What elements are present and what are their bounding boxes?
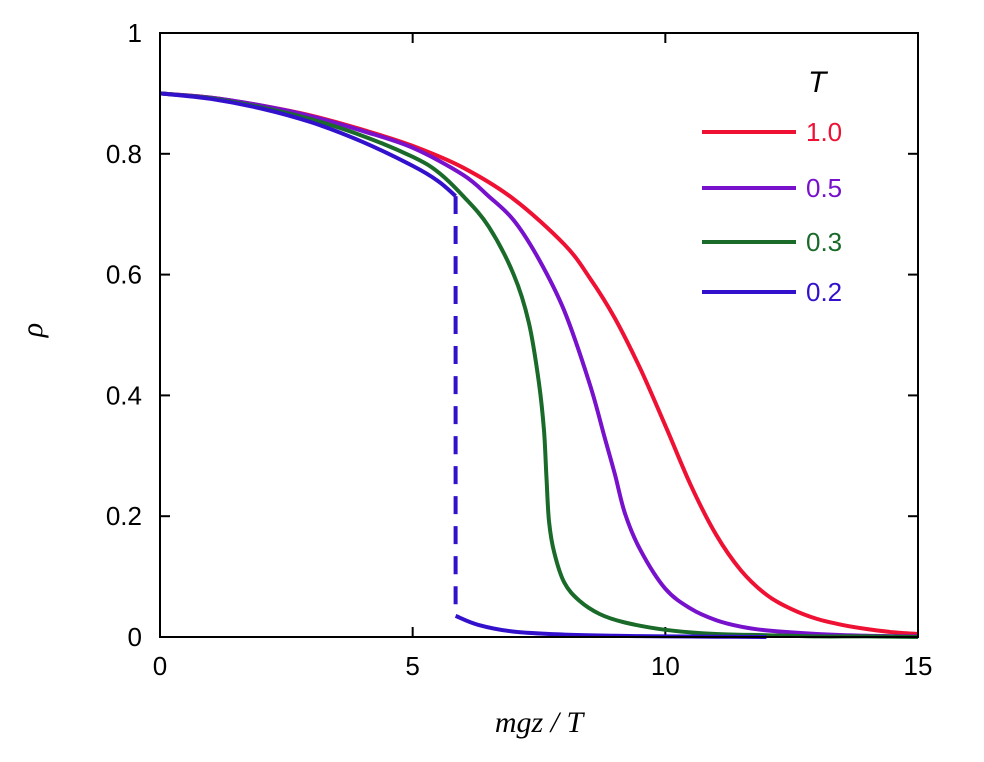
series-line-0-2 — [159, 91, 457, 198]
tick-labels: 0 5 10 15 0 0.2 0.4 0.6 0.8 1 — [106, 18, 933, 681]
y-tick-label: 0.6 — [106, 260, 142, 290]
x-tick-label: 5 — [405, 651, 419, 681]
legend-label: 0.3 — [806, 227, 842, 257]
y-axis-title: ρ — [16, 323, 49, 338]
plot-frame — [159, 32, 919, 638]
series-layer — [159, 91, 919, 639]
x-tick-label: 15 — [904, 651, 933, 681]
series-line-0-5 — [159, 91, 919, 639]
x-tick-label: 10 — [651, 651, 680, 681]
legend-label: 0.2 — [806, 277, 842, 307]
legend-label: 0.5 — [806, 173, 842, 203]
legend: T 1.0 0.5 0.3 0.2 — [702, 66, 842, 307]
x-tick-label: 0 — [153, 651, 167, 681]
ticks — [159, 32, 919, 638]
y-tick-label: 0.2 — [106, 501, 142, 531]
y-tick-label: 1 — [128, 18, 142, 48]
y-tick-label: 0.8 — [106, 139, 142, 169]
x-axis-title: mgz / T — [495, 706, 586, 739]
series-line-0-3 — [159, 91, 919, 639]
y-tick-label: 0.4 — [106, 380, 142, 410]
series-line-1-0 — [159, 91, 919, 636]
legend-label: 1.0 — [806, 117, 842, 147]
legend-title: T — [808, 66, 829, 99]
y-tick-label: 0 — [128, 622, 142, 652]
